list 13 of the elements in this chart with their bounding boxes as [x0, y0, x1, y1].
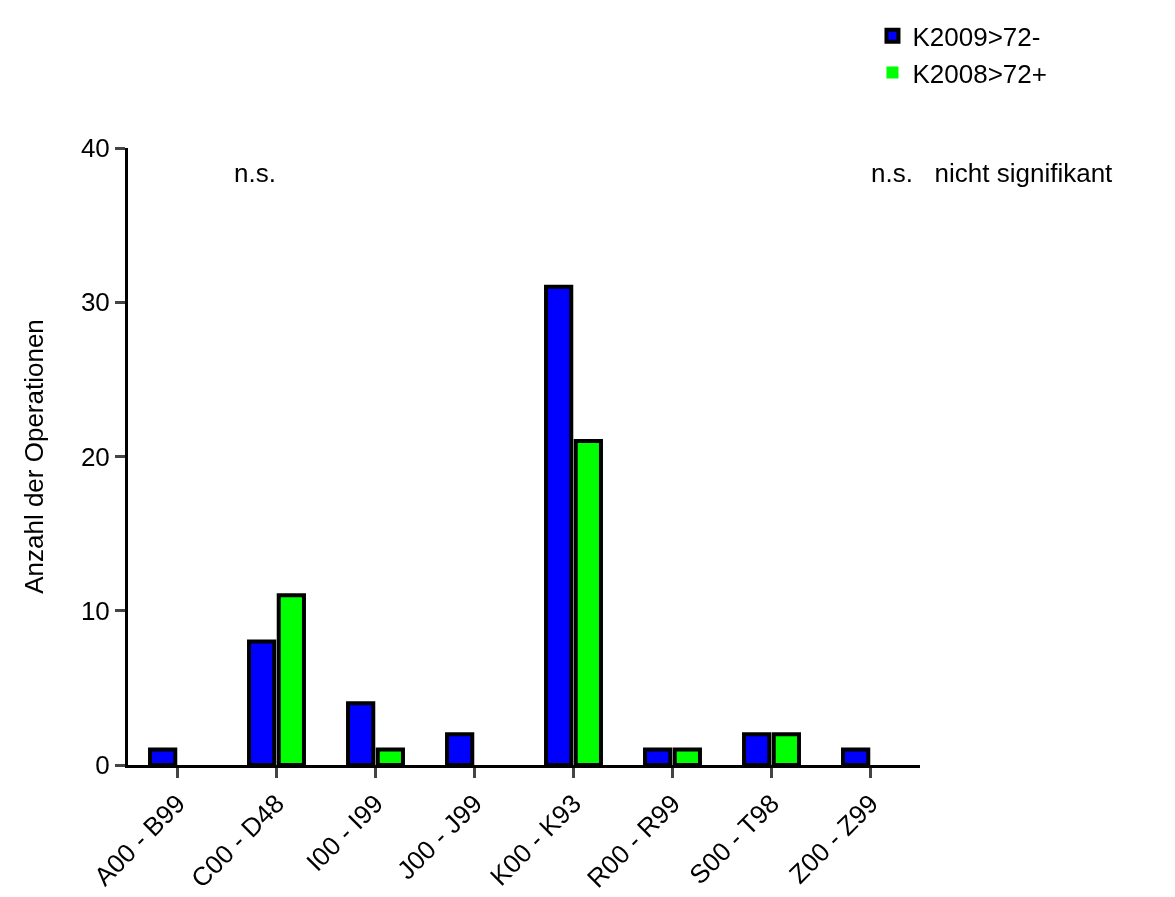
y-tick-label: 10 [80, 595, 110, 626]
y-tick-label: 20 [80, 441, 110, 472]
annotation: n.s. nicht signifikant [871, 158, 1114, 188]
x-tick-label: S00 - T98 [683, 788, 785, 891]
legend-label: K2009>72- [912, 21, 1041, 52]
y-tick-label: 0 [95, 750, 110, 781]
y-tick-label: 30 [80, 287, 110, 318]
y-tick-label: 40 [80, 133, 110, 164]
x-tick-label: Z00 - Z99 [783, 788, 884, 890]
annotation: n.s. [234, 158, 276, 188]
x-tick-label: I00 - I99 [300, 788, 389, 878]
y-axis-title: Anzahl der Operationen [19, 319, 50, 594]
legend-label: K2008>72+ [912, 58, 1047, 89]
